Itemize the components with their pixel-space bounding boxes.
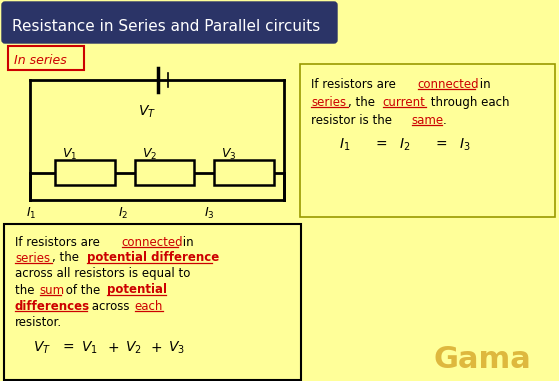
Text: $I_3$: $I_3$ (458, 137, 470, 153)
Text: current: current (383, 96, 426, 109)
Text: $I_1$: $I_1$ (26, 205, 36, 221)
Text: of the: of the (62, 283, 104, 296)
Text: $V_T$: $V_T$ (33, 340, 51, 356)
Text: potential difference: potential difference (87, 251, 219, 264)
Text: If resistors are: If resistors are (311, 77, 400, 91)
Text: Gama: Gama (434, 346, 532, 375)
Text: same: same (412, 114, 444, 126)
Text: .: . (443, 114, 447, 126)
Text: in: in (179, 235, 194, 248)
Text: $V_2$: $V_2$ (141, 146, 157, 162)
Text: $V_3$: $V_3$ (221, 146, 237, 162)
Text: through each: through each (427, 96, 509, 109)
Text: connected: connected (122, 235, 183, 248)
Text: $V_2$: $V_2$ (125, 340, 141, 356)
Text: connected: connected (418, 77, 480, 91)
Text: differences: differences (15, 299, 90, 312)
Text: +: + (108, 341, 119, 355)
Text: If resistors are: If resistors are (15, 235, 103, 248)
Text: in: in (476, 77, 490, 91)
Text: across all resistors is equal to: across all resistors is equal to (15, 267, 190, 280)
FancyBboxPatch shape (4, 224, 301, 380)
FancyBboxPatch shape (300, 64, 555, 217)
FancyBboxPatch shape (8, 46, 84, 70)
Text: series: series (15, 251, 50, 264)
Text: =: = (435, 138, 447, 152)
Bar (135, 160, 195, 185)
Text: , the: , the (348, 96, 378, 109)
Text: each: each (135, 299, 163, 312)
Text: =: = (63, 341, 74, 355)
Text: Resistance in Series and Parallel circuits: Resistance in Series and Parallel circui… (12, 19, 320, 34)
Text: potential: potential (107, 283, 167, 296)
Text: $I_1$: $I_1$ (339, 137, 350, 153)
Text: $V_1$: $V_1$ (80, 340, 97, 356)
Text: the: the (15, 283, 38, 296)
Text: $V_T$: $V_T$ (138, 104, 155, 120)
Text: series: series (311, 96, 346, 109)
Bar (214, 160, 274, 185)
Bar (55, 160, 115, 185)
Text: $I_3$: $I_3$ (205, 205, 215, 221)
Text: sum: sum (40, 283, 65, 296)
Text: =: = (376, 138, 387, 152)
Text: , the: , the (52, 251, 83, 264)
Text: resistor.: resistor. (15, 315, 62, 328)
Text: $V_3$: $V_3$ (168, 340, 184, 356)
Text: $I_2$: $I_2$ (117, 205, 128, 221)
Text: across: across (88, 299, 133, 312)
Text: $V_1$: $V_1$ (62, 146, 77, 162)
Text: resistor is the: resistor is the (311, 114, 396, 126)
Text: +: + (150, 341, 162, 355)
Text: $I_2$: $I_2$ (399, 137, 410, 153)
FancyBboxPatch shape (2, 2, 337, 43)
Text: In series: In series (14, 53, 67, 67)
